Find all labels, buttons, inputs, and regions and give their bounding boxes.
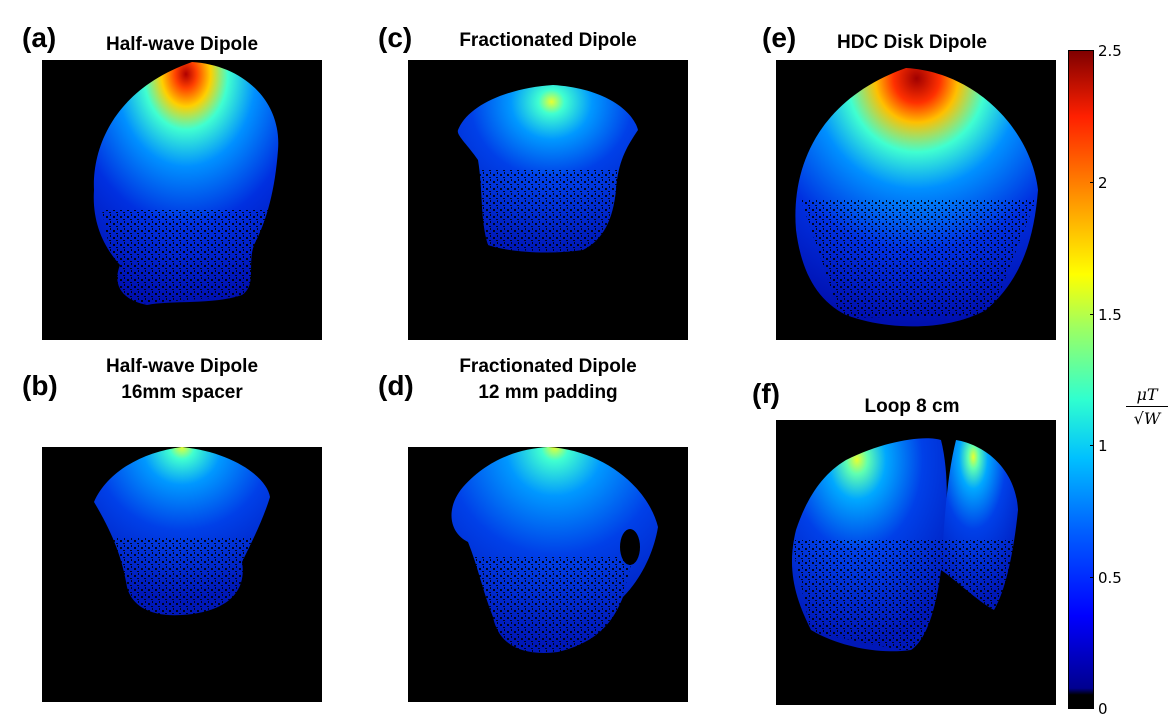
- colorbar-tickmark: [1090, 445, 1094, 446]
- colorbar: [1068, 50, 1094, 709]
- colorbar-unit-label: μT √W: [1122, 385, 1172, 428]
- panel-a-map: [42, 60, 322, 340]
- colorbar-tickmark: [1090, 50, 1094, 51]
- panel-b-letter: (b): [22, 370, 58, 401]
- panel-c-title: Fractionated Dipole: [459, 30, 637, 51]
- panel-e-letter: (e): [762, 22, 797, 53]
- panel-e-map: [776, 60, 1056, 340]
- colorbar-tickmark: [1090, 314, 1094, 315]
- panel-f-letter: (f): [752, 378, 780, 409]
- unit-denominator: √W: [1133, 409, 1161, 428]
- colorbar-tickmark: [1090, 577, 1094, 578]
- colorbar-tick-label: 0: [1098, 700, 1108, 718]
- panel-a-title: Half-wave Dipole: [105, 34, 259, 55]
- panel-d-map: [408, 447, 688, 702]
- panel-b-title: Half-wave Dipole 16mm spacer: [105, 356, 259, 403]
- colorbar-tick-label: 1.5: [1098, 306, 1122, 324]
- panel-b-map: [42, 447, 322, 702]
- panel-d-letter: (d): [378, 370, 414, 401]
- panel-a-letter: (a): [22, 22, 57, 53]
- colorbar-tick-label: 1: [1098, 437, 1108, 455]
- panel-f-map: [776, 420, 1056, 705]
- colorbar-tick-label: 0.5: [1098, 569, 1122, 587]
- colorbar-tickmark: [1090, 182, 1094, 183]
- colorbar-tick-label: 2: [1098, 174, 1108, 192]
- colorbar-tickmark: [1090, 708, 1094, 709]
- panel-c-map: [408, 60, 688, 340]
- panel-c-letter: (c): [378, 22, 413, 53]
- panel-f-title: Loop 8 cm: [864, 396, 960, 417]
- colorbar-tick-label: 2.5: [1098, 42, 1122, 60]
- unit-fraction-bar: [1126, 406, 1168, 407]
- panel-d-title: Fractionated Dipole 12 mm padding: [459, 356, 637, 403]
- panel-e-title: HDC Disk Dipole: [837, 32, 987, 53]
- unit-numerator: μT: [1136, 385, 1158, 404]
